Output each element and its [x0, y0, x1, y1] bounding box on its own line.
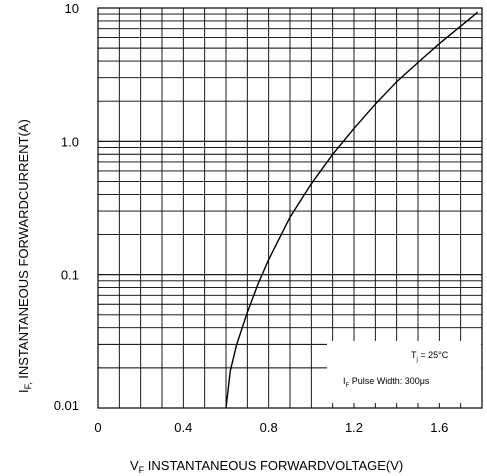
plot-frame: [97, 7, 483, 409]
annotation-box: Tj = 25°C IF Pulse Width: 300μs: [327, 341, 481, 403]
y-tick-label: 0.1: [61, 268, 79, 283]
y-tick-label: 10: [65, 1, 79, 16]
junction-temperature-label: Tj = 25°C: [411, 350, 449, 363]
annotation-background: [327, 341, 481, 403]
major-gridlines: [98, 140, 482, 276]
x-tick-label: 0.8: [260, 420, 278, 435]
y-tick-label: 1.0: [61, 134, 79, 149]
x-tick-labels: 0 0.4 0.8 1.2 1.6: [94, 420, 448, 435]
x-tick-label: 0: [94, 420, 101, 435]
pulse-width-label: IF Pulse Width: 300μs: [343, 376, 430, 389]
y-tick-label: 0.01: [54, 398, 79, 413]
x-axis-title: VF INSTANTANEOUS FORWARDVOLTAGE(V): [130, 458, 403, 475]
x-tick-label: 1.6: [430, 420, 448, 435]
forward-current-curve: [225, 11, 479, 409]
x-tick-label: 1.2: [345, 420, 363, 435]
x-tick-label: 0.4: [174, 420, 192, 435]
y-axis-title: IF, INSTANTANEOUS FORWARDCURRENT(A): [16, 119, 33, 393]
y-tick-labels: 10 1.0 0.1 0.01: [54, 1, 79, 413]
